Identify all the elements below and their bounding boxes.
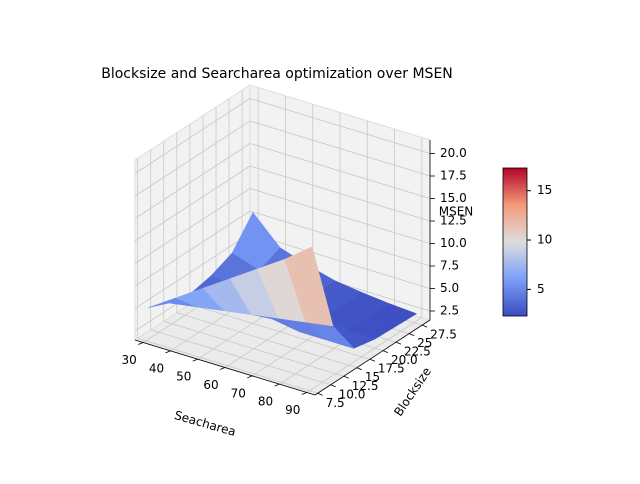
- z-tick-label: 5.0: [440, 281, 459, 295]
- grid-line: [150, 329, 331, 386]
- y-tick: [356, 367, 362, 371]
- grid-line: [249, 233, 431, 289]
- y-tick-label: 15: [365, 370, 380, 384]
- grid-line: [249, 188, 431, 244]
- y-tick-label: 22.5: [404, 345, 431, 359]
- grid-line: [249, 143, 431, 199]
- z-axis-label: MSEN: [439, 205, 474, 219]
- y-tick: [422, 324, 428, 328]
- x-tick: [219, 367, 226, 370]
- x-axis-line: [134, 339, 316, 396]
- z-tick-label: 7.5: [440, 259, 459, 273]
- x-tick: [274, 383, 280, 387]
- surface-patch: [284, 246, 334, 327]
- y-tick-label: 27.5: [430, 328, 457, 342]
- x-tick-label: 50: [176, 370, 191, 384]
- x-tick-label: 60: [203, 378, 218, 392]
- y-tick-label: 10.0: [339, 387, 366, 401]
- y-tick: [408, 333, 415, 337]
- z-tick-label: 20.0: [440, 146, 467, 160]
- y-tick-label: 25: [417, 336, 432, 350]
- grid-line: [189, 303, 371, 360]
- grid-line: [306, 317, 423, 393]
- grid-line: [134, 233, 251, 309]
- y-tick-label: 12.5: [352, 379, 379, 393]
- grid-line: [134, 98, 251, 174]
- z-tick-label: 12.5: [440, 214, 467, 228]
- colorbar: [502, 167, 528, 317]
- grid-line: [134, 210, 251, 287]
- z-tick-label: 15.0: [440, 191, 467, 205]
- x-tick-label: 70: [231, 386, 246, 400]
- z-tick-label: 17.5: [440, 169, 467, 183]
- colorbar-tick-label: 10: [537, 233, 552, 247]
- x-tick: [192, 358, 198, 362]
- x-tick: [301, 392, 307, 395]
- grid-line: [249, 210, 431, 267]
- y-tick: [369, 358, 376, 362]
- y-tick: [343, 375, 349, 379]
- grid-line: [137, 337, 318, 394]
- x-tick: [165, 350, 171, 354]
- y-tick: [317, 392, 323, 396]
- y-tick-label: 17.5: [378, 362, 405, 376]
- x-tick: [247, 375, 253, 379]
- y-tick-label: 20.0: [391, 353, 418, 367]
- grid-line: [134, 188, 251, 264]
- y-axis-line: [314, 319, 431, 396]
- z-tick-label: 2.5: [440, 304, 459, 318]
- x-tick-label: 80: [258, 395, 273, 409]
- grid-line: [163, 320, 344, 377]
- z-tick-label: 10.0: [440, 236, 467, 250]
- grid-line: [134, 165, 251, 242]
- x-tick-label: 30: [122, 353, 137, 367]
- grid-line: [249, 120, 431, 177]
- grid-line: [176, 312, 357, 369]
- x-tick-label: 40: [149, 361, 164, 375]
- grid-line: [249, 165, 431, 222]
- y-tick: [382, 350, 389, 354]
- colorbar-tick-label: 5: [537, 282, 545, 296]
- x-tick-label: 90: [285, 403, 300, 417]
- grid-line: [249, 98, 431, 154]
- grid-line: [134, 143, 251, 219]
- y-tick: [330, 384, 336, 388]
- y-tick: [395, 341, 402, 345]
- grid-line: [134, 120, 251, 197]
- x-axis-label: Seacharea: [173, 408, 238, 439]
- y-tick-label: 7.5: [326, 396, 345, 410]
- x-tick: [138, 342, 144, 345]
- colorbar-tick-label: 15: [537, 183, 552, 197]
- chart-title: Blocksize and Searcharea optimization ov…: [101, 66, 453, 82]
